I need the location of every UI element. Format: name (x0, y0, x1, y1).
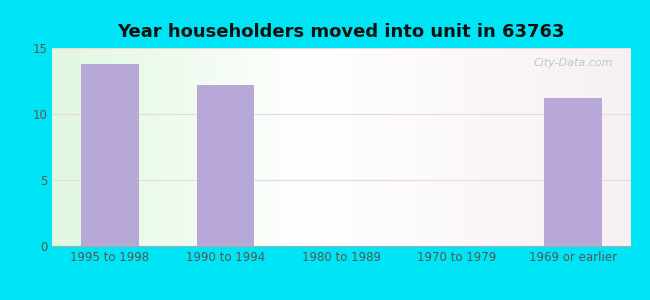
Bar (81, 64, 139, 246)
Bar (196, 85, 255, 246)
Text: City-Data.com: City-Data.com (534, 58, 613, 68)
Bar (543, 98, 602, 246)
Title: Year householders moved into unit in 63763: Year householders moved into unit in 637… (118, 23, 565, 41)
